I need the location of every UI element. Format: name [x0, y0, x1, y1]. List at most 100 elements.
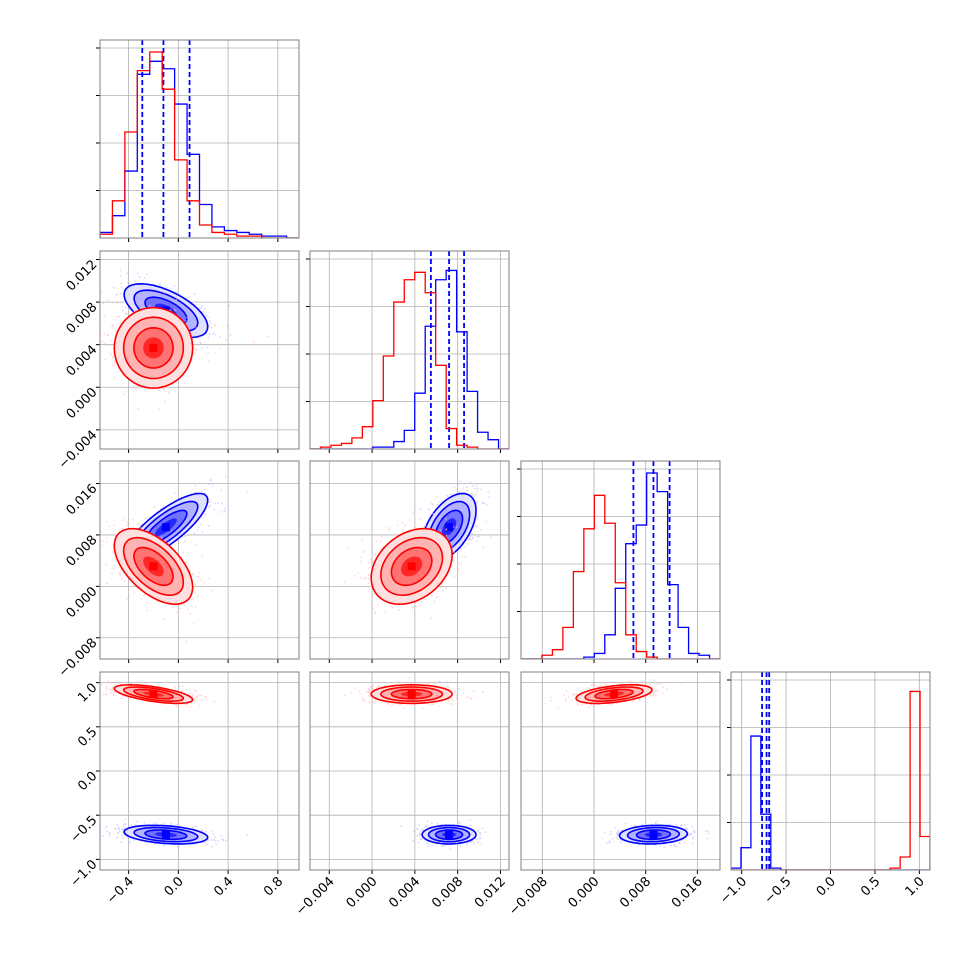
scatter-point: [198, 307, 201, 310]
scatter-point: [367, 566, 370, 569]
scatter-point: [184, 536, 187, 538]
scatter-point: [90, 284, 92, 286]
scatter-point: [126, 281, 129, 284]
scatter-point: [193, 491, 196, 494]
scatter-point: [208, 332, 211, 335]
tick-label-y: 0.008: [64, 533, 101, 570]
scatter-point: [419, 605, 422, 607]
scatter-point: [173, 308, 176, 311]
contour-line: [390, 546, 433, 587]
scatter-point: [124, 823, 127, 826]
scatter-point: [453, 575, 456, 578]
scatter-point: [476, 489, 479, 492]
scatter-point: [209, 504, 212, 507]
panel-0-0: [96, 39, 300, 242]
scatter-point: [419, 517, 422, 520]
scatter-point: [170, 287, 173, 290]
scatter-point: [104, 358, 107, 361]
scatter-point: [186, 552, 189, 555]
scatter-point: [217, 502, 219, 504]
scatter-point: [445, 494, 448, 497]
scatter-point: [214, 333, 217, 336]
scatter-point: [112, 286, 115, 289]
panel-content-1-1: [310, 251, 509, 449]
scatter-point: [252, 340, 254, 343]
scatter-point: [453, 551, 456, 554]
scatter-point: [466, 543, 469, 546]
scatter-point: [209, 479, 212, 481]
scatter-point: [471, 533, 474, 535]
scatter-point: [455, 526, 458, 528]
scatter-point: [118, 830, 121, 833]
scatter-point: [376, 603, 379, 606]
scatter-point: [370, 561, 373, 564]
scatter-point: [163, 618, 165, 620]
contour-line: [133, 546, 174, 587]
scatter-point: [195, 326, 198, 329]
scatter-point: [113, 364, 116, 367]
scatter-point: [189, 612, 192, 615]
scatter-point: [225, 338, 228, 341]
scatter-point: [209, 322, 211, 324]
scatter-point: [194, 606, 197, 608]
scatter-point: [427, 508, 430, 511]
scatter-point: [192, 826, 194, 828]
scatter-point: [194, 484, 197, 487]
scatter-point: [191, 375, 194, 377]
scatter-point: [174, 492, 177, 494]
scatter-point: [424, 524, 427, 527]
scatter-point: [195, 349, 198, 351]
scatter-point: [430, 513, 432, 516]
scatter-point: [194, 583, 197, 586]
scatter-point: [460, 539, 463, 542]
scatter-point: [145, 609, 148, 612]
scatter-point: [146, 273, 149, 276]
scatter-point: [141, 527, 144, 530]
scatter-point: [227, 504, 230, 507]
scatter-point: [125, 520, 128, 523]
scatter-point: [207, 352, 209, 355]
scatter-point: [188, 296, 191, 299]
scatter-point: [472, 485, 474, 487]
scatter-point: [122, 309, 124, 312]
histogram-red-0: [100, 51, 299, 238]
scatter-point: [200, 523, 202, 526]
scatter-point: [143, 277, 146, 279]
scatter-point: [475, 493, 477, 495]
scatter-point: [438, 501, 441, 503]
scatter-point: [220, 489, 223, 492]
scatter-point: [470, 492, 473, 495]
scatter-point: [192, 597, 195, 600]
scatter-point: [456, 562, 459, 565]
scatter-point: [482, 546, 484, 549]
scatter-point: [175, 290, 178, 293]
scatter-point: [430, 617, 433, 620]
scatter-point: [119, 572, 122, 575]
scatter-point: [475, 484, 478, 487]
scatter-point: [449, 493, 452, 496]
scatter-point: [182, 551, 185, 554]
scatter-point: [476, 487, 479, 490]
scatter-point: [202, 581, 205, 584]
scatter-point: [479, 529, 482, 531]
scatter-point: [134, 824, 137, 827]
scatter-point: [466, 489, 469, 492]
scatter-point: [137, 272, 139, 275]
scatter-point: [214, 344, 216, 347]
scatter-point: [445, 529, 447, 531]
scatter-point: [476, 525, 479, 528]
scatter-point: [187, 375, 190, 378]
scatter-point: [214, 839, 217, 842]
scatter-point: [435, 596, 437, 599]
contour-line: [122, 536, 185, 597]
scatter-point: [447, 495, 450, 498]
histogram-blue-0: [100, 60, 299, 238]
scatter-point: [362, 550, 365, 553]
scatter-point: [476, 540, 479, 542]
scatter-point: [209, 320, 211, 322]
scatter-point: [211, 845, 214, 848]
contour-line: [379, 536, 444, 597]
scatter-point: [246, 834, 249, 836]
scatter-point: [463, 546, 466, 548]
scatter-point: [225, 475, 227, 478]
